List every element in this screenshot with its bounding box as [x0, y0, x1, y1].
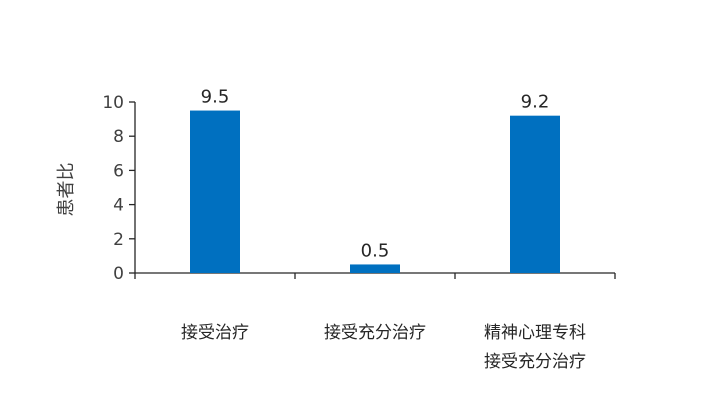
y-tick-label: 6	[113, 161, 124, 181]
category-label: 精神心理专科	[484, 323, 586, 343]
bar	[350, 264, 400, 273]
category-label: 接受充分治疗	[484, 352, 586, 372]
y-tick-label: 4	[113, 196, 124, 216]
bars	[190, 110, 560, 274]
bar	[510, 115, 560, 274]
data-label: 9.2	[521, 92, 550, 113]
y-tick-label: 8	[113, 127, 124, 147]
value-labels: 9.5 0.5 9.2	[201, 87, 550, 262]
y-axis-title: 患者比	[56, 163, 77, 217]
x-axis	[134, 272, 616, 279]
category-label: 接受充分治疗	[324, 323, 426, 343]
category-label: 接受治疗	[181, 323, 249, 343]
bar	[190, 110, 240, 273]
y-tick-label: 10	[102, 93, 124, 113]
data-label: 0.5	[361, 240, 390, 261]
data-label: 9.5	[201, 87, 230, 108]
y-axis: 0 2 4 6 8 10	[102, 93, 136, 284]
y-tick-label: 0	[113, 264, 124, 284]
y-tick-label: 2	[113, 230, 124, 250]
